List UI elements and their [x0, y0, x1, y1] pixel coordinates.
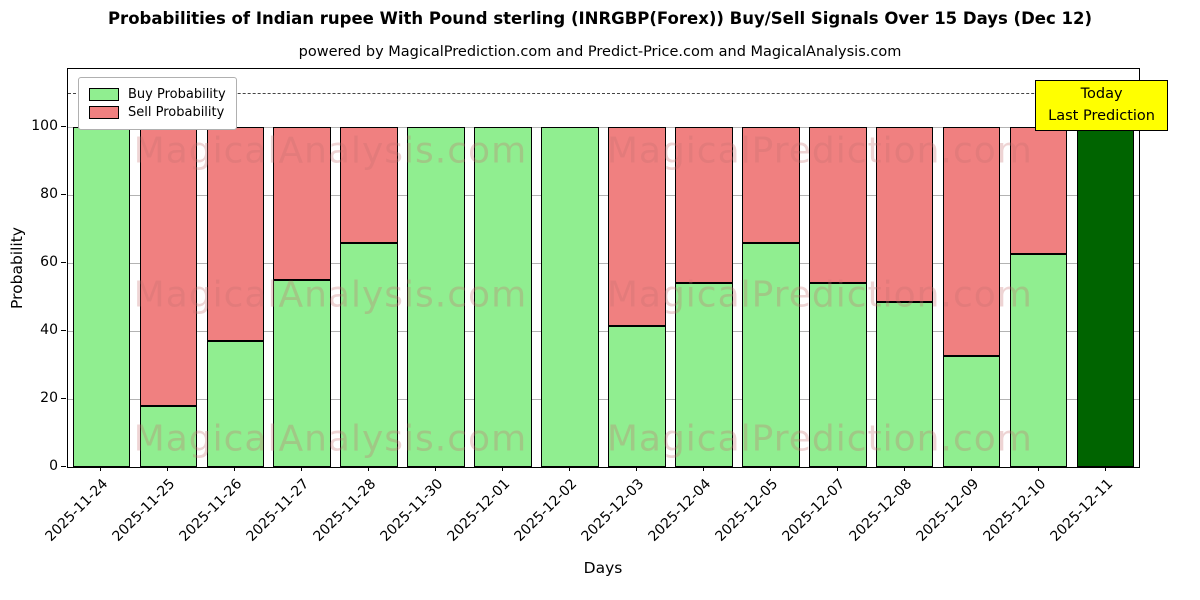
x-tick-mark: [903, 466, 905, 471]
y-tick-label: 60: [40, 253, 58, 270]
y-tick-mark: [61, 261, 66, 263]
sell-bar-segment: [675, 126, 733, 284]
x-tick-mark: [702, 466, 704, 471]
x-tick-mark: [1037, 466, 1039, 471]
legend-item-buy: Buy Probability: [89, 87, 226, 102]
gridline: [68, 126, 1139, 128]
y-tick-label: 40: [40, 321, 58, 338]
x-tick-mark: [502, 466, 504, 471]
x-tick-mark: [1104, 466, 1106, 471]
y-tick-label: 0: [49, 458, 58, 474]
sell-bar-segment: [875, 126, 934, 303]
buy-bar-segment: [541, 126, 599, 467]
watermark-text: MagicalAnalysis.com: [133, 418, 528, 460]
legend-item-sell: Sell Probability: [89, 105, 226, 120]
gridline: [68, 194, 1139, 196]
buy-color-swatch: [89, 88, 119, 101]
plot-area: MagicalAnalysis.com MagicalPrediction.com…: [67, 68, 1140, 468]
y-tick-mark: [61, 193, 66, 195]
watermark-text: MagicalAnalysis.com: [133, 274, 528, 316]
buy-bar-segment: [942, 356, 1001, 467]
buy-bar-segment: [808, 283, 867, 467]
watermark-text: MagicalPrediction.com: [606, 274, 1033, 316]
buy-bar-segment: [875, 302, 934, 467]
buy-bar-segment: [407, 126, 465, 467]
y-tick-mark: [61, 329, 66, 331]
x-axis-title: Days: [583, 559, 623, 577]
watermark-text: MagicalAnalysis.com: [133, 130, 528, 172]
y-tick-label: 100: [31, 117, 58, 134]
buy-bar-segment: [1009, 254, 1068, 467]
annotation-line-1: Today: [1080, 86, 1123, 102]
gridline: [68, 330, 1139, 332]
x-tick-mark: [836, 466, 838, 471]
y-tick-label: 80: [40, 185, 58, 202]
x-tick-mark: [301, 466, 303, 471]
y-tick-label: 20: [40, 389, 58, 406]
watermark-text: MagicalPrediction.com: [606, 130, 1033, 172]
sell-color-swatch: [89, 106, 119, 119]
buy-bar-segment: [340, 242, 398, 467]
today-annotation-box: Today Last Prediction: [1035, 80, 1168, 131]
sell-bar-segment: [340, 126, 398, 243]
y-tick-mark: [61, 397, 66, 399]
buy-bar-segment: [1076, 126, 1135, 467]
sell-bar-segment: [742, 126, 800, 243]
sell-bar-segment: [942, 126, 1001, 357]
legend: Buy Probability Sell Probability: [78, 77, 237, 130]
sell-bar-segment: [1009, 126, 1068, 255]
buy-bar-segment: [474, 126, 532, 467]
x-tick-mark: [569, 466, 571, 471]
buy-bar-segment: [72, 126, 131, 467]
x-tick-mark: [435, 466, 437, 471]
chart-title: Probabilities of Indian rupee With Pound…: [107, 9, 1093, 28]
dashed-threshold-line: [68, 92, 1139, 94]
x-tick-mark: [970, 466, 972, 471]
buy-bar-segment: [608, 325, 666, 467]
x-tick-mark: [769, 466, 771, 471]
buy-bar-segment: [675, 283, 733, 467]
buy-bar-segment: [742, 242, 800, 467]
buy-bar-segment: [206, 341, 265, 467]
buy-bar-segment: [273, 279, 332, 467]
legend-label-buy: Buy Probability: [128, 87, 226, 102]
buy-bar-segment: [139, 405, 198, 467]
chart-subtitle: powered by MagicalPrediction.com and Pre…: [298, 44, 902, 60]
legend-label-sell: Sell Probability: [128, 105, 225, 120]
y-tick-mark: [61, 466, 66, 467]
sell-bar-segment: [139, 126, 198, 406]
x-tick-mark: [635, 466, 637, 471]
gridline: [68, 398, 1139, 400]
x-tick-mark: [167, 466, 169, 471]
annotation-line-2: Last Prediction: [1048, 108, 1155, 125]
gridline: [68, 262, 1139, 264]
sell-bar-segment: [808, 126, 867, 284]
sell-bar-segment: [608, 126, 666, 326]
watermark-text: MagicalPrediction.com: [606, 418, 1033, 460]
sell-bar-segment: [273, 126, 332, 280]
x-tick-mark: [234, 466, 236, 471]
x-tick-mark: [100, 466, 102, 471]
y-tick-mark: [61, 125, 66, 127]
x-tick-mark: [368, 466, 370, 471]
